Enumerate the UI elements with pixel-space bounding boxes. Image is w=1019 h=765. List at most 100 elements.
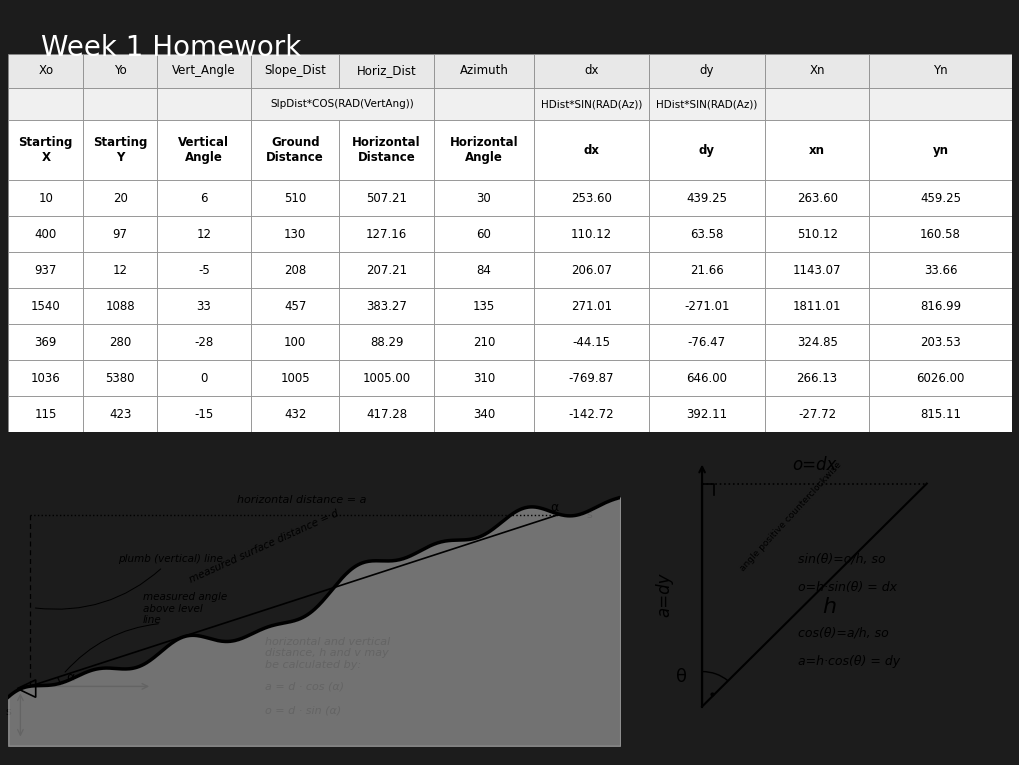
Text: 88.29: 88.29	[370, 336, 403, 349]
Text: sin(θ)=o/h, so: sin(θ)=o/h, so	[797, 552, 884, 565]
Text: 369: 369	[35, 336, 57, 349]
Bar	[648, 54, 764, 89]
Text: measured angle
above level
line: measured angle above level line	[143, 592, 227, 626]
Text: dy: dy	[698, 144, 714, 157]
Text: 510: 510	[284, 192, 306, 205]
Bar	[251, 324, 339, 360]
Text: dx: dx	[584, 64, 598, 77]
Bar	[868, 360, 1011, 396]
Bar	[8, 252, 84, 288]
Text: 1005: 1005	[280, 372, 310, 385]
Bar	[868, 181, 1011, 216]
Bar	[648, 89, 764, 120]
Text: o=dx: o=dx	[792, 457, 836, 474]
Bar	[8, 120, 84, 181]
Text: Azimuth: Azimuth	[459, 64, 507, 77]
Bar	[8, 181, 84, 216]
Text: horizontal and vertical
distance, h and v may
be calculated by:: horizontal and vertical distance, h and …	[265, 636, 390, 670]
Bar	[534, 324, 648, 360]
Bar	[764, 216, 868, 252]
Text: a=dy: a=dy	[654, 573, 673, 617]
Text: 263.60: 263.60	[796, 192, 837, 205]
Text: plumb (vertical) line: plumb (vertical) line	[36, 555, 223, 609]
Bar	[251, 288, 339, 324]
Text: -15: -15	[194, 408, 213, 421]
Bar	[157, 216, 251, 252]
Bar	[534, 120, 648, 181]
Bar	[868, 216, 1011, 252]
Bar	[157, 89, 251, 120]
Text: -44.15: -44.15	[572, 336, 609, 349]
Text: -142.72: -142.72	[568, 408, 613, 421]
Text: xn: xn	[808, 144, 824, 157]
Text: Xo: Xo	[38, 64, 53, 77]
Bar	[648, 396, 764, 432]
Text: 110.12: 110.12	[571, 228, 611, 241]
Text: s: s	[5, 707, 11, 717]
Bar	[764, 252, 868, 288]
Text: -28: -28	[194, 336, 213, 349]
Text: 280: 280	[109, 336, 131, 349]
Bar	[534, 288, 648, 324]
Text: measured surface distance = d: measured surface distance = d	[187, 509, 339, 585]
Bar	[339, 54, 433, 89]
Text: h: h	[821, 597, 835, 617]
Text: -5: -5	[198, 264, 210, 277]
Bar	[648, 360, 764, 396]
Text: a = d · cos (α): a = d · cos (α)	[265, 681, 344, 691]
Text: 1036: 1036	[31, 372, 60, 385]
Text: 127.16: 127.16	[366, 228, 407, 241]
Text: θ: θ	[676, 669, 686, 686]
Text: 423: 423	[109, 408, 131, 421]
Bar	[84, 54, 157, 89]
Text: 400: 400	[35, 228, 57, 241]
Text: 206.07: 206.07	[571, 264, 611, 277]
Bar	[868, 288, 1011, 324]
Text: s: s	[586, 509, 592, 519]
Text: Horizontal
Distance: Horizontal Distance	[352, 136, 421, 164]
Text: 266.13: 266.13	[796, 372, 837, 385]
Bar	[339, 120, 433, 181]
Text: 210: 210	[472, 336, 494, 349]
Text: 1540: 1540	[31, 300, 60, 313]
Text: -27.72: -27.72	[797, 408, 836, 421]
Bar	[764, 181, 868, 216]
Text: cos(θ)=a/h, so: cos(θ)=a/h, so	[797, 627, 888, 640]
Bar	[433, 181, 534, 216]
Text: Xn: Xn	[809, 64, 824, 77]
Text: 135: 135	[473, 300, 494, 313]
Bar	[157, 181, 251, 216]
Text: angle positive counterclockwise: angle positive counterclockwise	[738, 461, 842, 573]
Bar	[157, 120, 251, 181]
Bar	[764, 324, 868, 360]
Bar	[534, 54, 648, 89]
Text: 6026.00: 6026.00	[915, 372, 964, 385]
Text: Ground
Distance: Ground Distance	[266, 136, 324, 164]
Bar	[764, 89, 868, 120]
Bar	[534, 89, 648, 120]
Text: -76.47: -76.47	[687, 336, 726, 349]
Text: dx: dx	[583, 144, 599, 157]
Text: 5380: 5380	[105, 372, 135, 385]
Text: 130: 130	[284, 228, 306, 241]
Text: 439.25: 439.25	[686, 192, 727, 205]
Bar	[534, 252, 648, 288]
Text: 271.01: 271.01	[571, 300, 611, 313]
Text: 20: 20	[112, 192, 127, 205]
Bar	[157, 360, 251, 396]
Bar	[8, 89, 84, 120]
Text: 310: 310	[473, 372, 494, 385]
Bar	[868, 54, 1011, 89]
Bar	[764, 54, 868, 89]
Text: 1143.07: 1143.07	[792, 264, 841, 277]
Text: 646.00: 646.00	[686, 372, 727, 385]
Bar	[251, 54, 339, 89]
Bar	[764, 360, 868, 396]
Bar	[157, 288, 251, 324]
Bar	[534, 216, 648, 252]
Text: HDist*SIN(RAD(Az)): HDist*SIN(RAD(Az))	[655, 99, 757, 109]
Text: 203.53: 203.53	[919, 336, 960, 349]
Text: 100: 100	[284, 336, 306, 349]
Bar	[8, 288, 84, 324]
Text: Vertical
Angle: Vertical Angle	[178, 136, 229, 164]
